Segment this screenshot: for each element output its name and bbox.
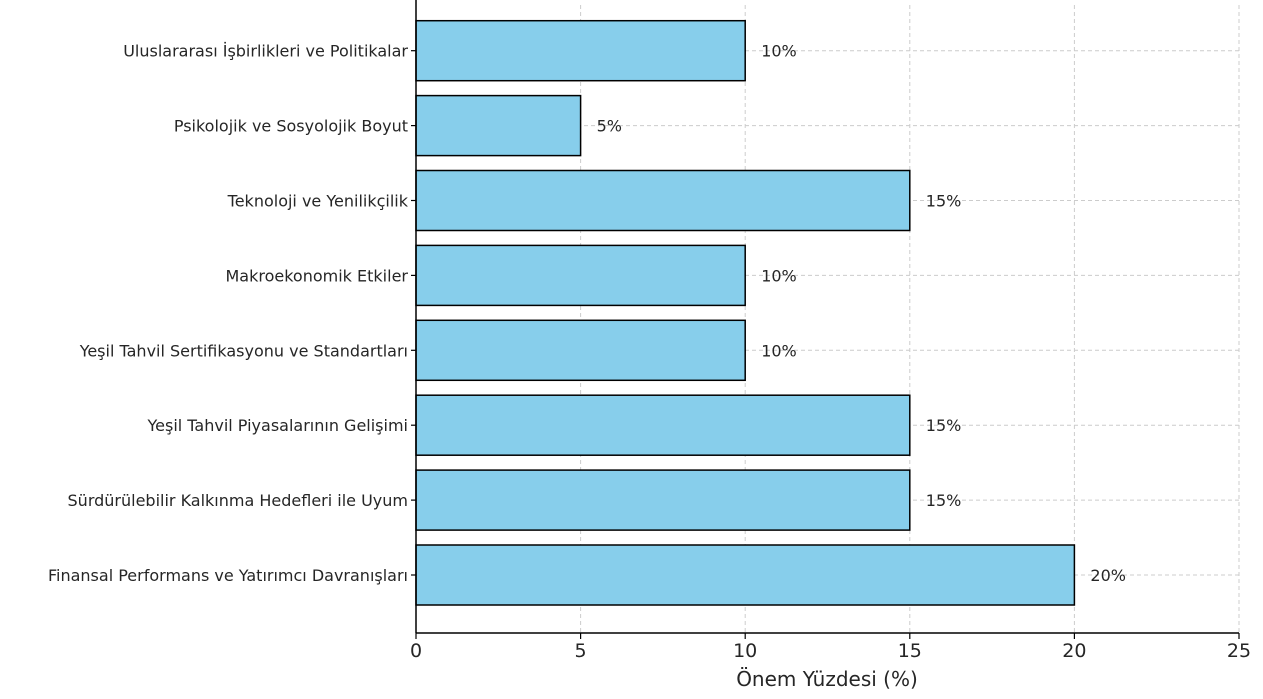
bar (415, 169, 911, 232)
bar (415, 94, 582, 157)
value-label: 10% (761, 42, 797, 61)
bar (415, 244, 746, 307)
x-tick-label: 15 (898, 640, 922, 662)
bar (415, 469, 911, 531)
category-label: Uluslararası İşbirlikleri ve Politikalar (123, 42, 408, 61)
bar (415, 544, 1076, 606)
x-axis-title: Önem Yüzdesi (%) (736, 667, 918, 691)
value-label: 10% (761, 266, 797, 285)
category-label: Yeşil Tahvil Sertifikasyonu ve Standartl… (79, 341, 408, 360)
x-tick-label: 25 (1227, 640, 1251, 662)
bar (415, 19, 746, 82)
bar (415, 394, 911, 456)
value-label: 15% (926, 192, 962, 211)
category-label: Teknoloji ve Yenilikçilik (227, 192, 409, 211)
category-label: Psikolojik ve Sosyolojik Boyut (174, 117, 408, 136)
bar (415, 319, 746, 382)
value-label: 15% (926, 491, 962, 510)
axis-layer: 0 5 10 15 20 25 (410, 0, 1251, 662)
labels-layer: Finansal Performans ve Yatırımcı Davranı… (48, 42, 1126, 585)
bars-layer (415, 19, 1076, 606)
value-label: 15% (926, 416, 962, 435)
value-label: 20% (1090, 566, 1126, 585)
x-tick-label: 10 (733, 640, 757, 662)
value-label: 5% (597, 117, 622, 136)
category-label: Yeşil Tahvil Piyasalarının Gelişimi (146, 416, 408, 435)
category-label: Sürdürülebilir Kalkınma Hedefleri ile Uy… (68, 491, 408, 510)
x-tick-label: 5 (575, 640, 587, 662)
category-label: Finansal Performans ve Yatırımcı Davranı… (48, 566, 408, 585)
x-tick-label: 0 (410, 640, 422, 662)
x-tick-label: 20 (1062, 640, 1086, 662)
category-label: Makroekonomik Etkiler (226, 266, 409, 285)
value-label: 10% (761, 341, 797, 360)
